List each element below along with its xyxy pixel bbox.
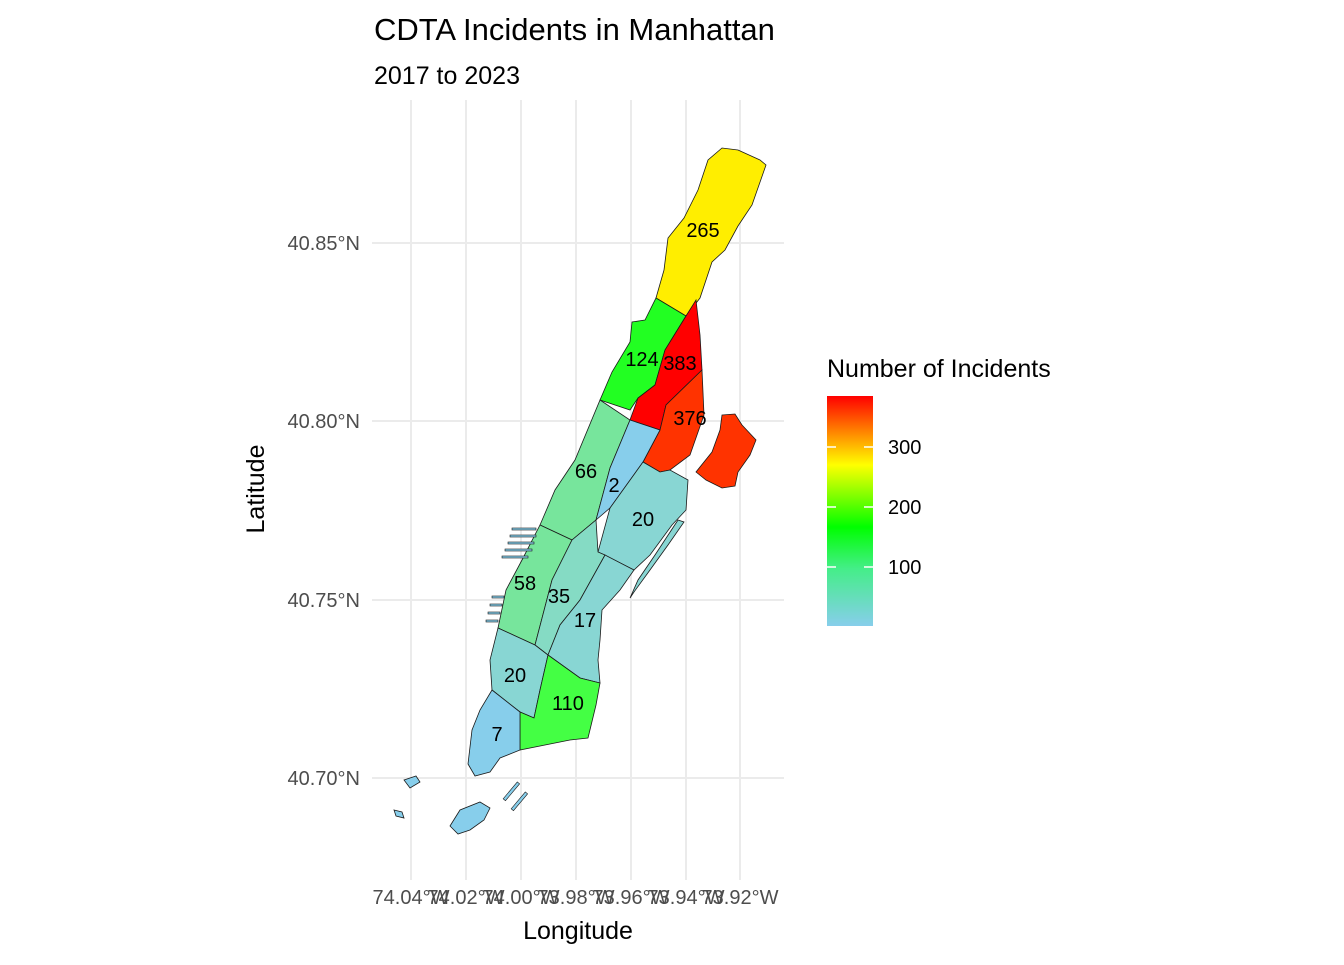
- region-5: [695, 413, 757, 489]
- region-16: [449, 801, 491, 835]
- region-label: 376: [673, 408, 706, 430]
- region-11: [547, 554, 635, 684]
- x-tick-label: 74.00°W: [483, 887, 560, 909]
- pier: [501, 555, 529, 559]
- pier: [491, 595, 505, 599]
- x-axis-ticks: 74.04°W 74.02°W 74.00°W 73.98°W 73.96°W …: [373, 887, 779, 909]
- region-18: [393, 809, 405, 819]
- x-axis-title: Longitude: [523, 917, 633, 945]
- region-15: [629, 519, 685, 599]
- region-8: [597, 461, 689, 571]
- x-tick-label: 74.02°W: [428, 887, 505, 909]
- pier: [504, 548, 533, 552]
- x-tick-label: 73.98°W: [538, 887, 615, 909]
- region-label: 124: [625, 349, 658, 371]
- y-tick-label: 40.80°N: [288, 411, 361, 433]
- region-label: 20: [632, 509, 654, 531]
- region-17: [403, 775, 421, 789]
- region-label: 17: [574, 610, 596, 632]
- region-label: 110: [552, 693, 584, 715]
- pier: [510, 791, 529, 812]
- x-tick-label: 73.94°W: [648, 887, 725, 909]
- legend-colorbar: [827, 396, 873, 626]
- pier: [509, 534, 537, 538]
- legend-title: Number of Incidents: [827, 355, 1051, 383]
- pier: [487, 611, 501, 615]
- y-axis-ticks: 40.85°N 40.80°N 40.75°N 40.70°N: [288, 233, 361, 790]
- region-14: [467, 689, 521, 777]
- pier: [511, 527, 537, 531]
- region-label: 2: [608, 475, 619, 497]
- pier: [485, 619, 499, 623]
- y-axis-title: Latitude: [242, 445, 270, 534]
- pier: [489, 603, 503, 607]
- y-tick-label: 40.85°N: [288, 233, 361, 255]
- legend-tick-label: 100: [888, 557, 921, 579]
- region-label: 58: [514, 573, 536, 595]
- region-label: 383: [663, 353, 696, 375]
- legend-tick-label: 300: [888, 437, 921, 459]
- region-label: 20: [504, 665, 526, 687]
- region-13: [519, 654, 601, 751]
- chart-title: CDTA Incidents in Manhattan: [374, 12, 775, 47]
- region-label: 35: [548, 586, 570, 608]
- region-label: 66: [575, 461, 597, 483]
- manhattan-map: [393, 147, 767, 835]
- region-label: 7: [491, 724, 502, 746]
- x-tick-label: 73.92°W: [702, 887, 779, 909]
- region-label: 265: [686, 220, 719, 242]
- legend: Number of Incidents 300 200 100: [827, 355, 1051, 626]
- legend-tick-label: 200: [888, 497, 921, 519]
- x-tick-label: 73.96°W: [593, 887, 670, 909]
- piers: [485, 527, 537, 812]
- chart-subtitle: 2017 to 2023: [374, 62, 520, 90]
- y-tick-label: 40.75°N: [288, 590, 361, 612]
- pier: [502, 781, 521, 802]
- pier: [507, 541, 535, 545]
- y-tick-label: 40.70°N: [288, 768, 361, 790]
- x-tick-label: 74.04°W: [373, 887, 450, 909]
- region-labels: 265 124 383 376 66 2 20 58 35 17 20 110 …: [491, 220, 719, 746]
